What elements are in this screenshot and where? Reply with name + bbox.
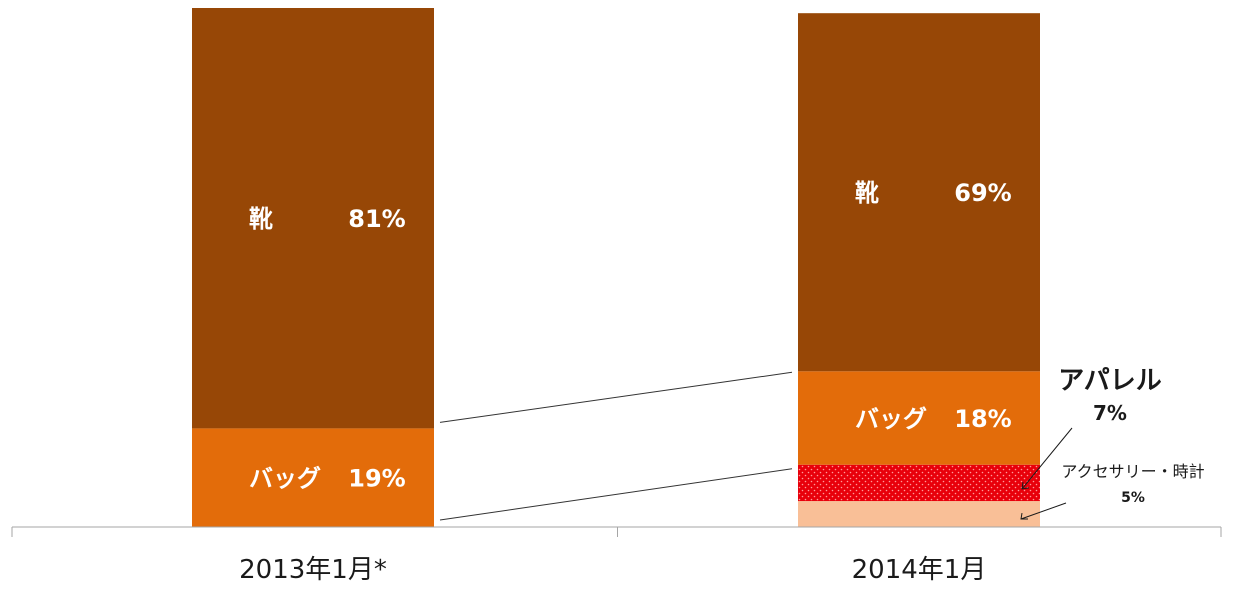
segment-name-label: バッグ [855, 405, 927, 433]
series-line [439, 468, 793, 521]
data-label: 19% [348, 465, 405, 493]
segment-name-label: バッグ [249, 465, 321, 493]
data-label: 81% [348, 205, 405, 233]
bar-segment [192, 428, 434, 527]
callout-arrowhead [1020, 512, 1028, 520]
data-label: 18% [954, 405, 1011, 433]
bar-segment [192, 8, 434, 429]
series-line [439, 371, 793, 423]
callout-label: アクセサリー・時計 [1061, 462, 1204, 481]
bar-segment [798, 371, 1040, 465]
segment-name-label: 靴 [855, 179, 879, 207]
callout-value: 5% [1121, 490, 1145, 506]
bar-segment [798, 464, 1040, 502]
callout-arrow [1020, 502, 1067, 520]
x-tick-label: 2014年1月 [852, 555, 987, 585]
callout-value: 7% [1093, 401, 1127, 425]
bar-segment [798, 13, 1040, 372]
segment-name-label: 靴 [249, 205, 273, 233]
callout-arrowhead [1021, 481, 1030, 490]
data-label: 69% [954, 179, 1011, 207]
x-tick-label: 2013年1月* [239, 555, 387, 585]
callout-label: アパレル [1058, 366, 1161, 396]
callout-arrow [1021, 427, 1073, 490]
bar-segment [798, 501, 1040, 527]
